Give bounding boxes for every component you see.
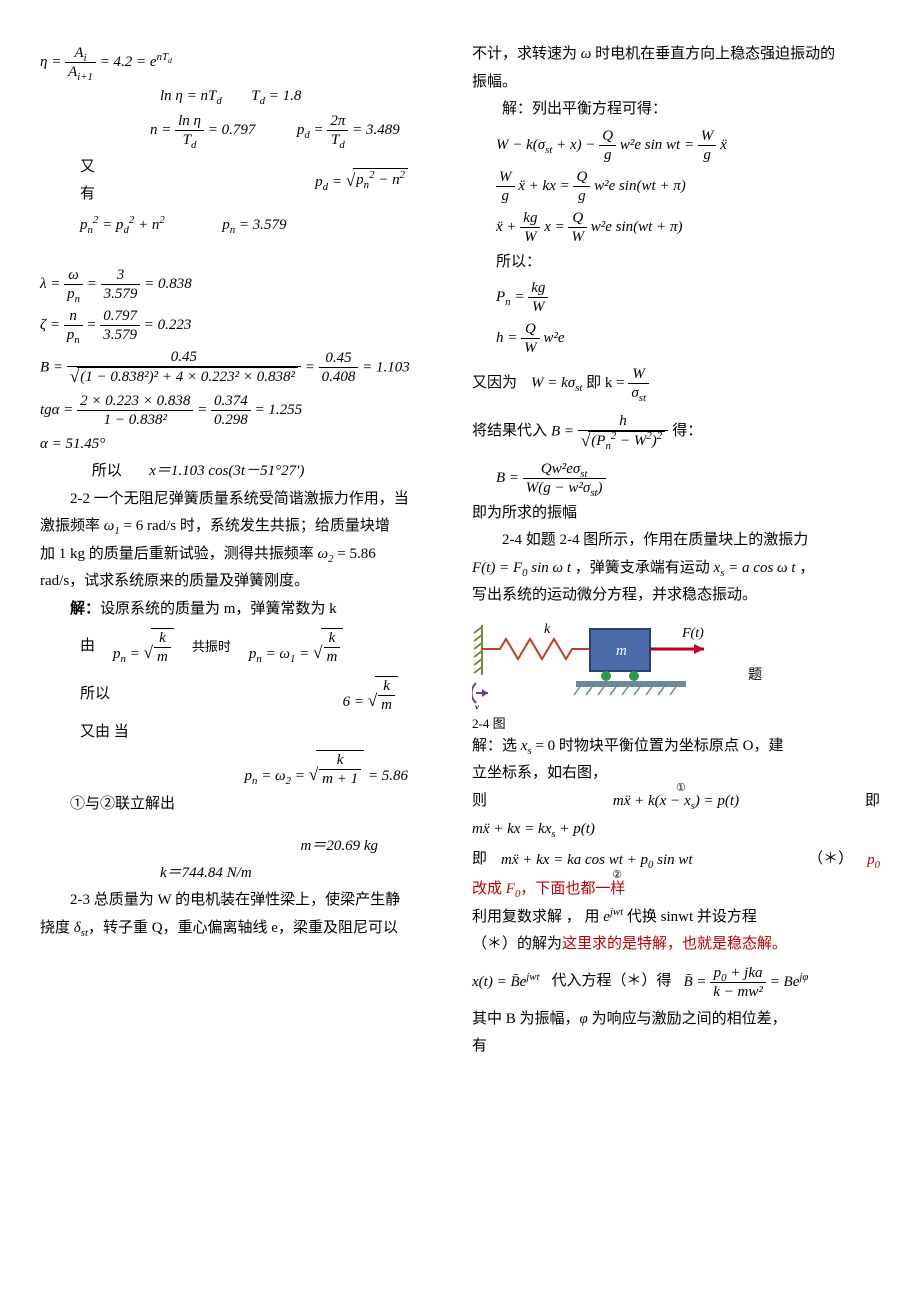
- so2: 所以: [80, 682, 110, 708]
- eq-eta: η = AiAi+1 = 4.2 = enTd: [40, 44, 448, 81]
- eq-zeta: ζ = npn = 0.7973.579 = 0.223: [40, 307, 448, 344]
- line-ji2: 即 mẍ + kx = ka cos wt + p0 sin wt ② （＊） …: [472, 845, 880, 876]
- left-column: η = AiAi+1 = 4.2 = enTd ln η = nTd Td = …: [40, 40, 448, 1062]
- so3: 所以：: [496, 250, 880, 276]
- p2-4-a: 2-4 如题 2-4 图所示，作用在质量块上的激振力: [472, 528, 880, 554]
- p2-2-c: 加 1 kg 的质量后重新试验，测得共振频率 ω2 = 5.86: [40, 542, 448, 568]
- eqR3: ẍ + kgW x = QW w²e sin(wt + π): [496, 209, 880, 246]
- p2-4-b: F(t) = F0 sin ω t ，弹簧支承端有运动 xs = a cos ω…: [472, 556, 880, 582]
- p2-3-b: 挠度 δst，转子重 Q，重心偏离轴线 e，梁重及阻尼可以: [40, 916, 448, 942]
- eqR4: Pn = kgW: [496, 279, 880, 316]
- last3: 有: [472, 1034, 880, 1060]
- eq-alpha: α = 51.45°: [40, 433, 448, 456]
- side-note: 题: [748, 664, 762, 684]
- jie2: 解：列出平衡方程可得：: [472, 97, 880, 123]
- cplx3: （＊）的解为这里求的是特解，也就是稳态解。: [472, 932, 880, 958]
- eqR8: B = Qw²eσst W(g − w²σst): [496, 460, 880, 497]
- line-so-x: 所以 x＝1.103 cos(3t－51°27′): [40, 459, 448, 485]
- svg-text:k: k: [544, 622, 551, 637]
- fig-label: 2-4 图: [472, 713, 880, 732]
- eq-n-pd: n = ln ηTd = 0.797 pd = 2πTd = 3.489: [150, 112, 448, 149]
- p2-3-a: 2-3 总质量为 W 的电机装在弹性梁上，使梁产生静: [40, 888, 448, 914]
- svg-text:F(t): F(t): [681, 626, 704, 641]
- svg-text:m: m: [616, 643, 627, 659]
- eqD2: mẍ + kx = kxs + p(t): [472, 818, 880, 841]
- line-ze: 则 ① mẍ + k(x − xs) = p(t) 即: [472, 789, 880, 815]
- svg-text:xs: xs: [473, 700, 483, 709]
- text-you2: 有: [80, 182, 95, 208]
- p2-2-a: 2-2 一个无阻尼弹簧质量系统受简谐激振力作用，当: [40, 487, 448, 513]
- cplx1: 利用复数求解 ， 用 ejwt 代换 sinwt 并设方程: [472, 905, 880, 931]
- jie3: 解：选 xs = 0 时物块平衡位置为坐标原点 O，建: [472, 734, 880, 760]
- p0c: 振幅。: [472, 70, 880, 96]
- line-jres: 将结果代入 B = h (Pn2 − W2)2 得：: [472, 408, 880, 456]
- line-yyw: 又因为 W = kσst 即 k = Wσst: [472, 361, 880, 406]
- figure-2-4: m F(t) k: [472, 619, 732, 709]
- eq-6: 6 = km: [343, 676, 398, 714]
- eq-m: m＝20.69 kg: [40, 835, 378, 858]
- eqR1: W − k(σst + x) − Qg w²e sin wt = Wg ẍ: [496, 127, 880, 164]
- eq-k: k＝744.84 N/m: [160, 862, 448, 885]
- gc: 改成 F0，下面也都一样: [472, 877, 880, 903]
- eq-pd-sqrt: pd = pn2 − n2: [315, 168, 408, 194]
- eqR5: h = QW w²e: [496, 320, 880, 357]
- last1: 其中 B 为振幅，φ 为响应与激励之间的相位差，: [472, 1007, 880, 1033]
- yy: 又由 当: [80, 720, 448, 746]
- diagram-svg: m F(t) k: [472, 619, 732, 709]
- p2-2-d: rad/s，试求系统原来的质量及弹簧刚度。: [40, 569, 448, 595]
- eq-lambda: λ = ωpn = 33.579 = 0.838: [40, 266, 448, 303]
- text-you: 又: [80, 155, 95, 181]
- joint: ①与②联立解出: [40, 792, 448, 818]
- eq-pn2: pn2 = pd2 + n2 pn = 3.579: [80, 214, 448, 237]
- right-column: 不计，求转速为 ω 时电机在垂直方向上稳态强迫振动的 振幅。 解：列出平衡方程可…: [472, 40, 880, 1062]
- jie1: 解：设原系统的质量为 m，弹簧常数为 k: [40, 597, 448, 623]
- eqR2: Wg ẍ + kx = Qg w²e sin(wt + π): [496, 168, 880, 205]
- line-you-pn: 由 pn = km 共振时 pn = ω1 = km: [80, 624, 448, 670]
- p0: 不计，求转速为 ω 时电机在垂直方向上稳态强迫振动的: [472, 42, 880, 68]
- p2-2-b: 激振频率 ω1 = 6 rad/s 时，系统发生共振；给质量块增: [40, 514, 448, 540]
- eq-ln-eta: ln η = nTd Td = 1.8: [160, 85, 448, 108]
- eq-B: B = 0.45(1 − 0.838²)² + 4 × 0.223² × 0.8…: [40, 348, 448, 388]
- jwsq: 即为所求的振幅: [472, 501, 880, 527]
- eq-tg: tgα = 2 × 0.223 × 0.8381 − 0.838² = 0.37…: [40, 392, 448, 429]
- line-xt: x(t) = B̄ejwt 代入方程（＊）得 B̄ = p0 + jkak − …: [472, 960, 880, 1005]
- p2-4-d: 写出系统的运动微分方程，并求稳态振动。: [472, 583, 880, 609]
- eq-pn3: pn = ω2 = km + 1 = 5.86: [40, 750, 408, 788]
